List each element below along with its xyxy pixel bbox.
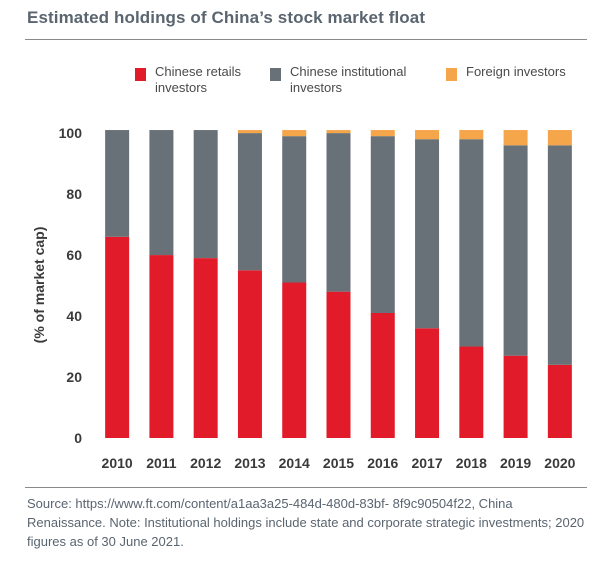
bar-2018-series-1 (459, 139, 484, 347)
bar-2014-series-1 (282, 136, 307, 283)
bar-2012-series-0 (193, 258, 218, 438)
bar-2019-series-0 (503, 355, 528, 438)
y-tick-label: 0 (74, 430, 82, 446)
bar-2017-series-1 (415, 139, 440, 329)
bottom-divider (25, 487, 587, 488)
x-tick-label: 2011 (146, 455, 177, 471)
y-tick-label: 100 (59, 125, 83, 141)
x-tick-label: 2010 (102, 455, 133, 471)
legend-label-retail: Chinese retails investors (155, 64, 241, 95)
bar-2016-series-0 (370, 312, 395, 438)
x-tick-label: 2015 (323, 455, 354, 471)
x-tick-label: 2020 (544, 455, 575, 471)
bar-2014-series-0 (282, 282, 307, 438)
bar-2012-series-1 (193, 130, 218, 259)
bar-2010-series-0 (105, 236, 130, 438)
bar-2020-series-1 (547, 145, 572, 365)
bar-2017-series-0 (415, 328, 440, 438)
bar-2013-series-1 (237, 133, 262, 271)
bar-2011-series-0 (149, 255, 174, 438)
x-tick-label: 2018 (456, 455, 487, 471)
source-note: Source: https://www.ft.com/content/a1aa3… (27, 496, 585, 549)
x-tick-label: 2017 (411, 455, 442, 471)
bar-2020-series-0 (547, 364, 572, 438)
legend-swatch-foreign (446, 68, 457, 81)
bar-2020-series-2 (547, 130, 572, 146)
legend-swatch-institutional (270, 68, 281, 81)
x-tick-label: 2016 (367, 455, 398, 471)
bar-2018-series-2 (459, 130, 484, 140)
bar-2015-series-1 (326, 133, 351, 292)
legend-label-institutional: Chinese institutional investors (290, 64, 407, 95)
y-axis-ticks: 0 20 40 60 80 100 (59, 125, 83, 446)
y-tick-label: 60 (66, 247, 82, 263)
bar-2014-series-2 (282, 130, 307, 137)
x-tick-label: 2014 (279, 455, 310, 471)
bars-group (105, 130, 572, 438)
bar-2013-series-0 (237, 270, 262, 438)
bar-2011-series-1 (149, 130, 174, 256)
x-tick-label: 2013 (234, 455, 265, 471)
bar-2019-series-2 (503, 130, 528, 146)
y-tick-label: 20 (66, 369, 82, 385)
bar-2017-series-2 (415, 130, 440, 140)
bar-2010-series-1 (105, 130, 130, 237)
y-axis-label: (% of market cap) (31, 227, 47, 344)
y-tick-label: 80 (66, 186, 82, 202)
bar-2015-series-0 (326, 291, 351, 438)
bar-2015-series-2 (326, 130, 351, 134)
top-divider (25, 39, 587, 40)
legend-swatch-retail (135, 68, 146, 81)
bar-2016-series-2 (370, 130, 395, 137)
bar-2018-series-0 (459, 346, 484, 438)
bar-2013-series-2 (237, 130, 262, 134)
legend-label-foreign: Foreign investors (466, 64, 566, 79)
x-tick-label: 2012 (190, 455, 221, 471)
bar-2016-series-1 (370, 136, 395, 313)
bar-2019-series-1 (503, 145, 528, 356)
x-axis-ticks: 2010 2011 2012 2013 2014 2015 2016 2017 2018 2019… (102, 455, 576, 471)
chart-title: Estimated holdings of China’s stock mark… (27, 8, 426, 27)
x-tick-label: 2019 (500, 455, 531, 471)
y-tick-label: 40 (66, 308, 82, 324)
